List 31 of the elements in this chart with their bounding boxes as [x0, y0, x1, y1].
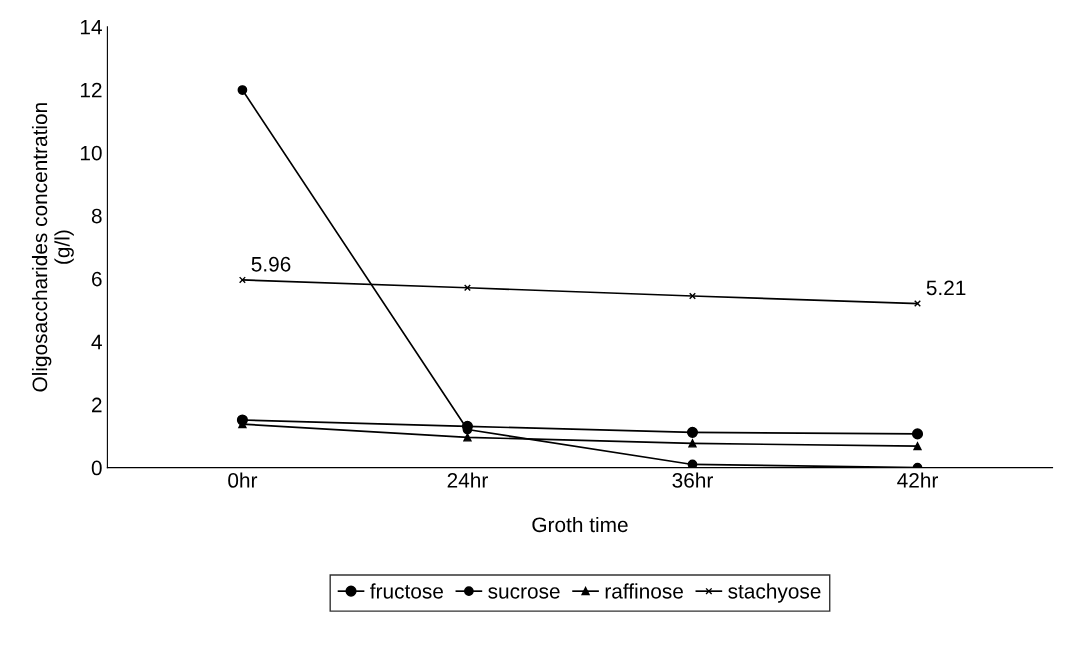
y-tick-label: 8	[91, 208, 102, 224]
point	[913, 442, 922, 451]
point	[688, 439, 697, 448]
y-axis-title: Oligosaccharides concentration (g/l)	[31, 103, 74, 392]
y-tick-label: 10	[80, 145, 102, 161]
legend-label: stachyose	[728, 583, 821, 603]
point	[463, 433, 472, 442]
legend-label: raffinose	[605, 583, 683, 599]
x-tick-label: 36hr	[672, 472, 713, 488]
y-tick-label: 12	[80, 82, 102, 98]
y-tick-label: 6	[92, 271, 102, 287]
x-tick-label: 0hr	[228, 472, 258, 488]
y-tick-label: 14	[80, 19, 102, 35]
y-tick-label: 2	[92, 397, 102, 413]
point	[238, 276, 246, 284]
legend-label: fructose	[370, 583, 443, 599]
x-tick-label: 42hr	[897, 472, 939, 488]
point	[914, 300, 921, 308]
point	[689, 292, 696, 300]
y-tick-label: 0	[91, 460, 102, 476]
point	[686, 426, 699, 438]
point	[687, 459, 698, 468]
legend-label: sucrose	[488, 587, 560, 599]
data-label: 5.96	[251, 256, 291, 272]
data-label: 5.21	[926, 280, 966, 296]
y-tick-label: 4	[91, 334, 102, 350]
point	[237, 85, 248, 95]
point	[463, 284, 471, 292]
x-axis-title: Groth time	[532, 516, 628, 533]
x-tick-label: 24hr	[447, 472, 488, 488]
point	[911, 428, 924, 440]
